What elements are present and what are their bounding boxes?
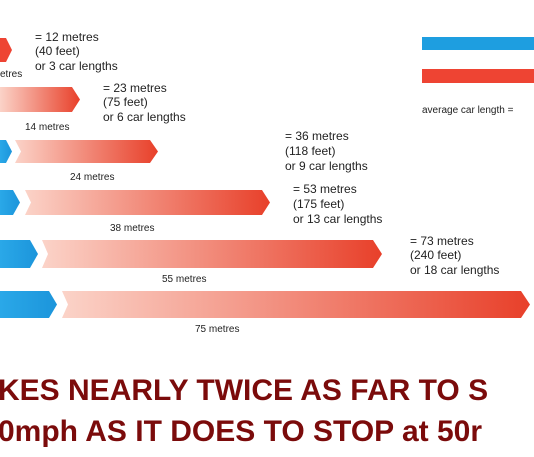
braking-arrow [0, 38, 12, 62]
distance-text: = 53 metres [293, 182, 357, 196]
caption-line: KES NEARLY TWICE AS FAR TO S [0, 374, 488, 407]
braking-arrow [0, 87, 80, 112]
thinking-arrow [0, 291, 57, 318]
braking-arrow [62, 291, 530, 318]
bar-label: 75 metres [195, 324, 239, 335]
distance-text: (118 feet) [285, 144, 335, 158]
bar-label: etres [0, 69, 22, 80]
distance-text: (40 feet) [35, 44, 80, 58]
distance-text: (240 feet) [410, 248, 461, 262]
distance-text: = 73 metres [410, 234, 474, 248]
thinking-arrow [0, 140, 12, 163]
distance-text: = 23 metres [103, 81, 167, 95]
distance-text: or 3 car lengths [35, 59, 118, 73]
distance-text: or 6 car lengths [103, 110, 186, 124]
braking-arrow [42, 240, 382, 268]
legend-car-length: average car length = [422, 105, 514, 116]
distance-text: = 12 metres [35, 30, 99, 44]
bar-label: 14 metres [25, 122, 69, 133]
braking-arrow [15, 140, 158, 163]
thinking-arrow [0, 190, 20, 215]
distance-text: (175 feet) [293, 197, 344, 211]
caption-line: 0mph AS IT DOES TO STOP at 50r [0, 415, 482, 448]
legend-braking-bar [422, 69, 534, 83]
braking-arrow [25, 190, 270, 215]
bar-label: 24 metres [70, 172, 114, 183]
distance-text: (75 feet) [103, 95, 148, 109]
bar-label: 55 metres [162, 274, 206, 285]
legend-thinking-bar [422, 37, 534, 50]
bar-label: 38 metres [110, 223, 154, 234]
thinking-arrow [0, 240, 38, 268]
distance-text: or 13 car lengths [293, 212, 382, 226]
distance-text: = 36 metres [285, 129, 349, 143]
distance-text: or 18 car lengths [410, 263, 499, 277]
distance-text: or 9 car lengths [285, 159, 368, 173]
